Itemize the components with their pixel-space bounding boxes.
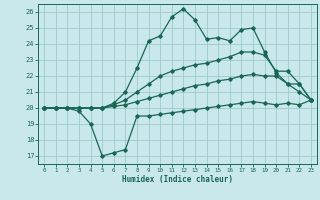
X-axis label: Humidex (Indice chaleur): Humidex (Indice chaleur) [122,175,233,184]
